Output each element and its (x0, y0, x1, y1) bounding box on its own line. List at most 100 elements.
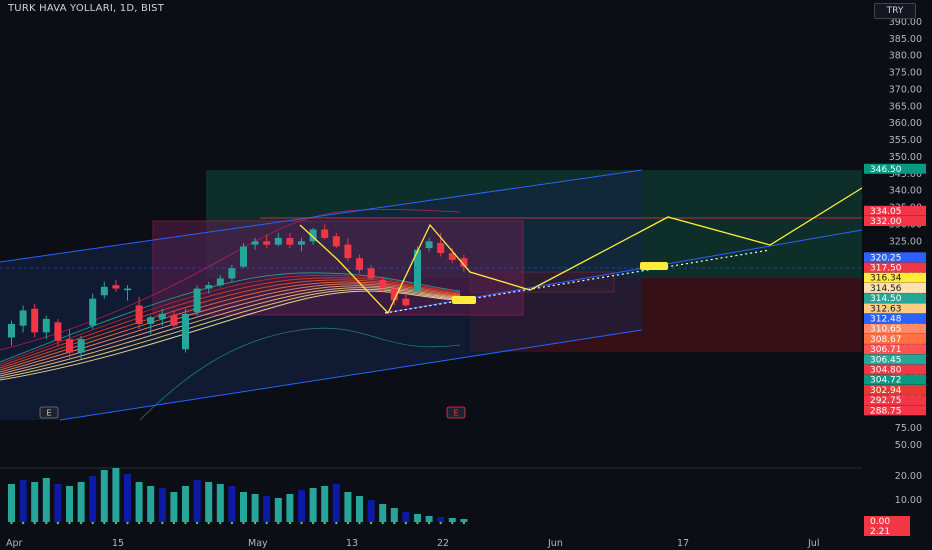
volume-bar (42, 478, 50, 522)
volume-dot (242, 521, 245, 525)
time-tick-label: May (248, 538, 268, 549)
price-label-text: 292.75 (870, 396, 902, 406)
candle-body (460, 258, 468, 267)
ma-ribbon-line (0, 287, 461, 377)
volume-dot (311, 521, 315, 525)
price-label-box (864, 272, 926, 283)
candle-body (367, 268, 375, 279)
volume-dot (300, 521, 303, 525)
candle-body (437, 242, 445, 254)
volume-dot (369, 521, 373, 525)
price-label-text: 314.50 (870, 294, 902, 304)
ma-ribbon-line (0, 274, 461, 365)
volume-dot (68, 521, 71, 525)
volume-dot (416, 521, 419, 525)
volume-bar (31, 482, 39, 522)
price-tick-label: 385.00 (889, 34, 922, 45)
price-label-text: 310.65 (870, 325, 902, 335)
volume-dot (207, 521, 210, 525)
volume-bar (298, 490, 305, 522)
channel-upper (0, 169, 643, 263)
time-tick-label: Jun (547, 538, 563, 549)
volume-dot (277, 521, 280, 525)
volume-dot (21, 521, 25, 525)
volume-bar (205, 482, 213, 522)
price-axis: 390.00 385.00 380.00 375.00 370.00 365.00 360.… (862, 0, 932, 550)
price-label-box (864, 313, 926, 324)
candle-body (205, 285, 213, 289)
volume-bar (112, 468, 120, 522)
price-label-box (864, 354, 926, 365)
volume-label-box (864, 526, 910, 536)
volume-dot (126, 521, 129, 525)
price-label-box (864, 303, 926, 314)
volume-dot (288, 521, 292, 525)
price-label-text: 312.48 (870, 315, 902, 325)
candle-body (66, 339, 73, 353)
volume-tick-label: 10.00 (895, 495, 922, 506)
volume-dot (219, 521, 222, 525)
price-tick-label: 355.00 (889, 135, 922, 146)
volume-bar (147, 486, 155, 522)
volume-label-text: 0.00 (870, 517, 890, 527)
drawing-layer (0, 170, 862, 421)
price-label-text: 316.34 (870, 274, 902, 284)
price-tick-label: 365.00 (889, 101, 922, 112)
volume-bar (402, 512, 410, 522)
price-tick-label: 350.00 (889, 152, 922, 163)
volume-dot (265, 521, 268, 525)
price-label-text: 302.94 (870, 386, 902, 396)
candle-body (425, 241, 433, 249)
volume-bar (193, 480, 201, 522)
volume-tick-label: 20.00 (895, 471, 922, 482)
volume-bar (216, 484, 224, 522)
volume-dot (114, 521, 118, 525)
volume-dot (91, 521, 94, 525)
volume-dot (230, 521, 234, 525)
candle-body (124, 288, 131, 291)
price-tick-label: 375.00 (889, 68, 922, 79)
price-label-text: 306.45 (870, 355, 902, 365)
candle-body (344, 244, 352, 259)
candle-body (54, 322, 62, 341)
candle-body (31, 308, 39, 333)
time-tick-label: 15 (112, 538, 124, 549)
candle-body (8, 323, 15, 338)
volume-bar (182, 486, 189, 522)
volume-dot (253, 521, 257, 525)
candle-body (402, 298, 410, 306)
volume-pane (0, 467, 862, 525)
price-tick-label: 390.00 (889, 17, 922, 28)
candles-layer (8, 224, 468, 360)
volume-bar (19, 480, 27, 522)
currency-button[interactable]: TRY (874, 3, 916, 19)
volume-dot (451, 521, 454, 525)
candle-body (100, 286, 108, 296)
volume-bar (379, 504, 387, 522)
volume-bar (158, 488, 166, 522)
price-tick-label: 380.00 (889, 51, 922, 62)
volume-dot (195, 521, 199, 525)
volume-bar (448, 518, 456, 522)
price-label-text: 306.71 (870, 345, 902, 355)
zigzag-label (640, 262, 668, 270)
volume-bar (124, 474, 131, 522)
earnings-marker: E (39, 406, 59, 419)
candle-body (228, 268, 236, 279)
volume-dot (404, 521, 408, 525)
volume-dot (381, 521, 384, 525)
ma-ribbon-line (0, 281, 461, 371)
price-label-text: 312.63 (870, 304, 902, 314)
volume-tick-label: 50.00 (895, 440, 922, 451)
volume-dot (346, 521, 350, 525)
volume-dot (439, 521, 442, 525)
price-label-text: 304.80 (870, 366, 902, 376)
price-label-box (864, 282, 926, 293)
volume-dot (393, 521, 396, 525)
candle-body (158, 313, 166, 319)
candle-body (274, 237, 282, 245)
projection-dotted (384, 249, 771, 314)
volume-tick-label: 75.00 (895, 423, 922, 434)
